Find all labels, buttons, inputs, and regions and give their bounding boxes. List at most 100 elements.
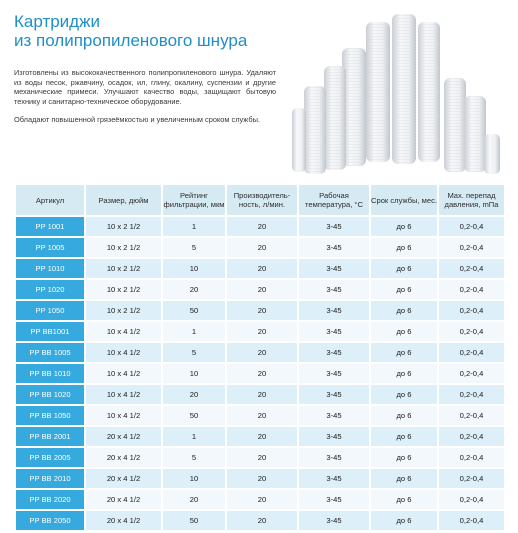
table-cell: 20	[227, 364, 297, 383]
page-title: Картриджи из полипропиленового шнура	[14, 12, 294, 50]
table-cell: 0,2-0,4	[439, 427, 504, 446]
filter-cartridges-photo	[284, 8, 506, 178]
article-cell: PP 1001	[16, 217, 84, 236]
table-cell: до 6	[371, 427, 437, 446]
table-cell: 10 x 4 1/2	[86, 343, 161, 362]
table-cell: 10 x 2 1/2	[86, 280, 161, 299]
table-cell: 1	[163, 427, 225, 446]
table-cell: 0,2-0,4	[439, 364, 504, 383]
table-row: PP 1020 10 x 2 1/2 20 20 3-45 до 6 0,2-0,4	[16, 280, 504, 299]
cartridge-specs-table: Артикул Размер, дюйм Рейтинг фильтрации, м…	[14, 183, 506, 532]
article-cell: PP 1050	[16, 301, 84, 320]
table-row: PP 1005 10 x 2 1/2 5 20 3-45 до 6 0,2-0,4	[16, 238, 504, 257]
table-cell: 20	[163, 385, 225, 404]
table-cell: 3-45	[299, 364, 369, 383]
table-cell: 20	[227, 448, 297, 467]
table-cell: 3-45	[299, 343, 369, 362]
table-cell: 3-45	[299, 280, 369, 299]
cartridge-specs-table-container: Артикул Размер, дюйм Рейтинг фильтрации, м…	[14, 183, 504, 532]
table-row: PP BB 1005 10 x 4 1/2 5 20 3-45 до 6 0,2-0,4	[16, 343, 504, 362]
article-cell: PP 1005	[16, 238, 84, 257]
article-cell: PP BB 1020	[16, 385, 84, 404]
table-header-row: Артикул Размер, дюйм Рейтинг фильтрации, м…	[16, 185, 504, 215]
table-row: PP 1001 10 x 2 1/2 1 20 3-45 до 6 0,2-0,4	[16, 217, 504, 236]
table-cell: 0,2-0,4	[439, 448, 504, 467]
table-row: PP BB 2050 20 x 4 1/2 50 20 3-45 до 6 0,2-0,4	[16, 511, 504, 530]
table-cell: 20	[227, 511, 297, 530]
table-cell: 3-45	[299, 259, 369, 278]
table-cell: до 6	[371, 469, 437, 488]
table-cell: 20 x 4 1/2	[86, 511, 161, 530]
table-row: PP BB 1020 10 x 4 1/2 20 20 3-45 до 6 0,2-0,4	[16, 385, 504, 404]
table-cell: 0,2-0,4	[439, 259, 504, 278]
table-cell: 0,2-0,4	[439, 280, 504, 299]
table-cell: 20	[163, 280, 225, 299]
article-cell: PP 1020	[16, 280, 84, 299]
column-header: Размер, дюйм	[86, 185, 161, 215]
table-cell: 0,2-0,4	[439, 490, 504, 509]
table-cell: 3-45	[299, 385, 369, 404]
table-cell: 20	[163, 490, 225, 509]
table-cell: до 6	[371, 259, 437, 278]
table-cell: до 6	[371, 238, 437, 257]
table-cell: до 6	[371, 385, 437, 404]
article-cell: PP BB 1005	[16, 343, 84, 362]
table-cell: 50	[163, 511, 225, 530]
table-cell: до 6	[371, 406, 437, 425]
table-cell: 20	[227, 280, 297, 299]
table-cell: 3-45	[299, 490, 369, 509]
table-cell: 10	[163, 364, 225, 383]
table-cell: до 6	[371, 490, 437, 509]
table-cell: до 6	[371, 511, 437, 530]
table-cell: 10	[163, 469, 225, 488]
column-header: Max. перепад давления, mПа	[439, 185, 504, 215]
table-cell: 0,2-0,4	[439, 343, 504, 362]
table-cell: до 6	[371, 448, 437, 467]
table-row: PP BB 2020 20 x 4 1/2 20 20 3-45 до 6 0,2-0,4	[16, 490, 504, 509]
table-row: PP BB 2010 20 x 4 1/2 10 20 3-45 до 6 0,2-0,4	[16, 469, 504, 488]
table-cell: 10	[163, 259, 225, 278]
table-cell: 1	[163, 217, 225, 236]
table-row: PP 1010 10 x 2 1/2 10 20 3-45 до 6 0,2-0,4	[16, 259, 504, 278]
table-cell: 3-45	[299, 406, 369, 425]
table-cell: 0,2-0,4	[439, 469, 504, 488]
column-header: Производитель-ность, л/мин.	[227, 185, 297, 215]
table-cell: 0,2-0,4	[439, 406, 504, 425]
table-cell: 10 x 4 1/2	[86, 385, 161, 404]
table-cell: 0,2-0,4	[439, 217, 504, 236]
table-cell: 3-45	[299, 322, 369, 341]
table-cell: 0,2-0,4	[439, 301, 504, 320]
table-cell: 3-45	[299, 448, 369, 467]
table-cell: до 6	[371, 322, 437, 341]
table-row: PP BB 2001 20 x 4 1/2 1 20 3-45 до 6 0,2-0,4	[16, 427, 504, 446]
table-cell: 20	[227, 322, 297, 341]
table-row: PP BB 1010 10 x 4 1/2 10 20 3-45 до 6 0,2-0,4	[16, 364, 504, 383]
table-cell: 10 x 2 1/2	[86, 238, 161, 257]
table-cell: 10 x 4 1/2	[86, 322, 161, 341]
table-cell: 3-45	[299, 469, 369, 488]
table-cell: до 6	[371, 343, 437, 362]
article-cell: PP BB 1050	[16, 406, 84, 425]
table-cell: 3-45	[299, 301, 369, 320]
table-cell: 3-45	[299, 427, 369, 446]
table-cell: 10 x 2 1/2	[86, 259, 161, 278]
table-cell: 0,2-0,4	[439, 511, 504, 530]
table-cell: до 6	[371, 364, 437, 383]
table-cell: 3-45	[299, 511, 369, 530]
table-cell: 50	[163, 301, 225, 320]
table-cell: до 6	[371, 301, 437, 320]
article-cell: PP BB 2010	[16, 469, 84, 488]
table-cell: 20	[227, 427, 297, 446]
article-cell: PP BB 2020	[16, 490, 84, 509]
article-cell: PP BB 2050	[16, 511, 84, 530]
table-cell: 5	[163, 238, 225, 257]
table-cell: 3-45	[299, 217, 369, 236]
table-cell: 0,2-0,4	[439, 322, 504, 341]
article-cell: PP BB 2001	[16, 427, 84, 446]
table-cell: 20	[227, 217, 297, 236]
table-cell: 20 x 4 1/2	[86, 490, 161, 509]
table-cell: 10 x 4 1/2	[86, 406, 161, 425]
table-cell: 20 x 4 1/2	[86, 469, 161, 488]
description: Изготовлены из высококачественного полип…	[14, 68, 276, 134]
table-cell: 10 x 2 1/2	[86, 301, 161, 320]
